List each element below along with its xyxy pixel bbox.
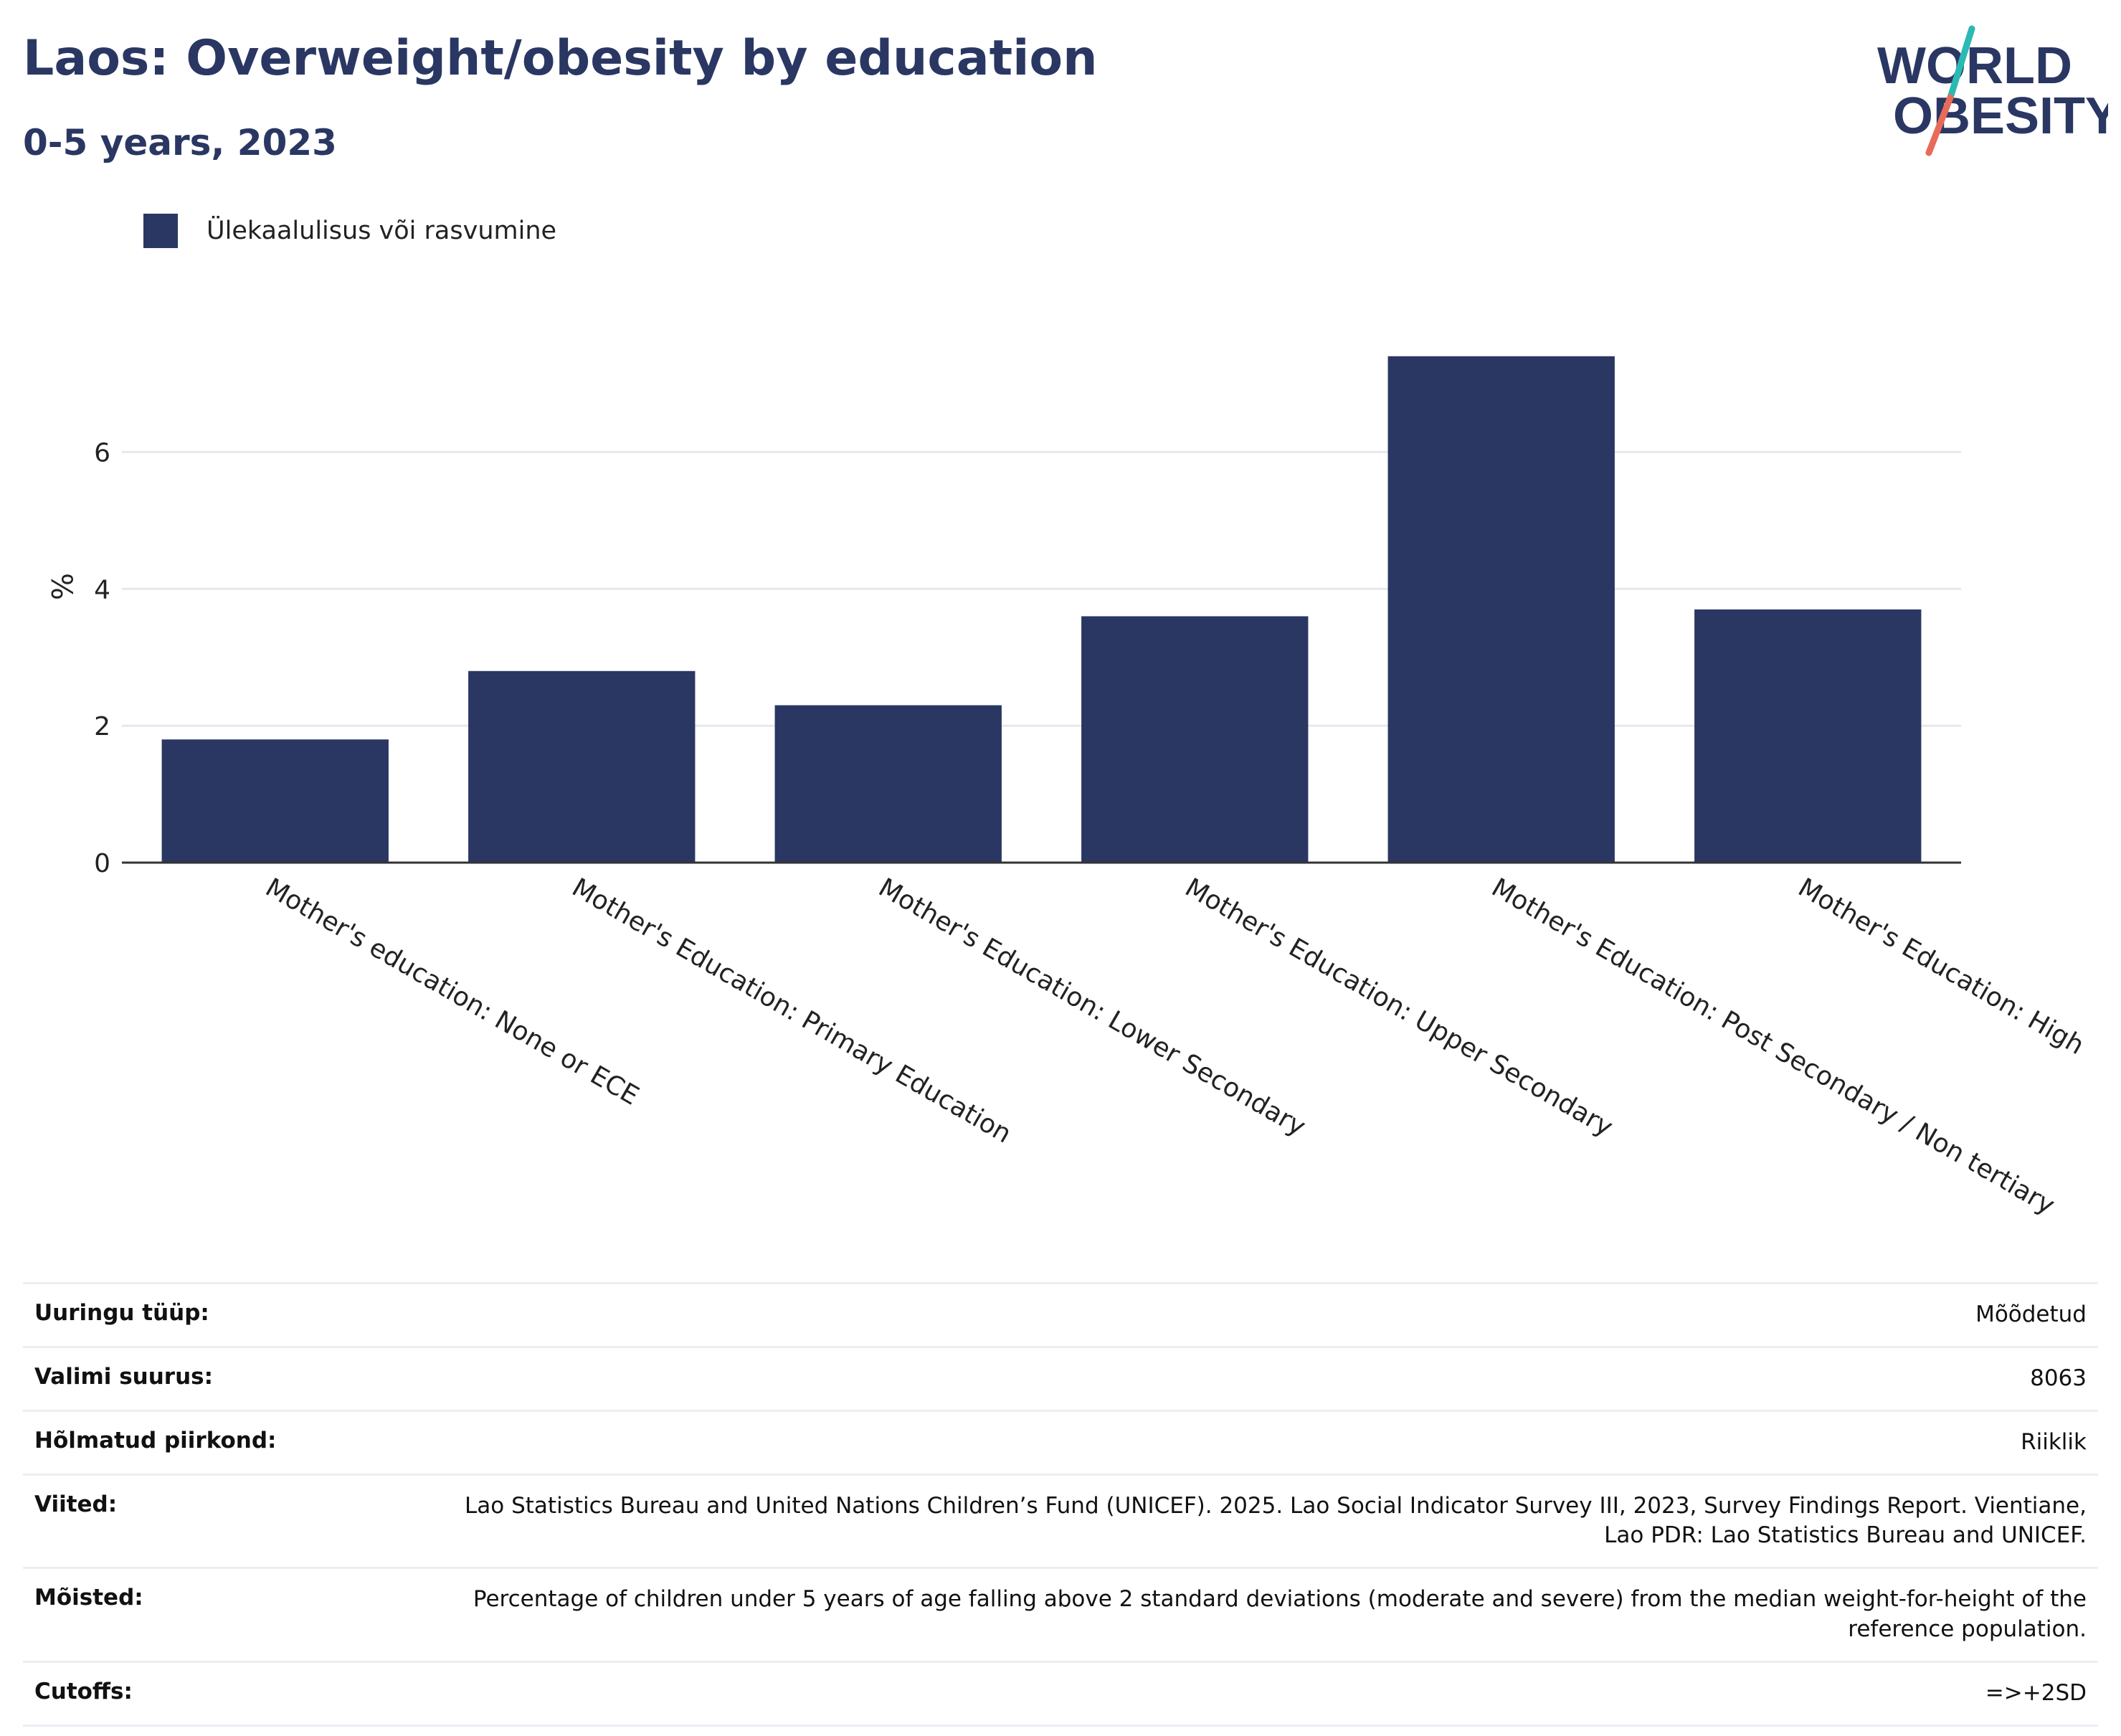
logo-slash-bottom bbox=[1925, 94, 1954, 156]
info-key: Cutoffs: bbox=[34, 1678, 133, 1704]
info-key: Hõlmatud piirkond: bbox=[34, 1427, 277, 1453]
y-tick-label: 4 bbox=[94, 575, 110, 604]
bar[interactable] bbox=[1387, 356, 1615, 863]
info-row: Hõlmatud piirkond: Riiklik bbox=[23, 1409, 2098, 1474]
chart-title: Laos: Overweight/obesity by education bbox=[23, 30, 1098, 87]
info-key: Mõisted: bbox=[34, 1585, 143, 1611]
y-tick-labels: 0 2 4 6 bbox=[94, 438, 110, 878]
info-row: Cutoffs: =>+2SD bbox=[23, 1660, 2098, 1727]
info-value: Mõõdetud bbox=[1975, 1301, 2087, 1327]
bar[interactable] bbox=[1694, 609, 1922, 863]
logo-line1: WORLD bbox=[1877, 37, 2072, 95]
info-key: Valimi suurus: bbox=[34, 1363, 213, 1390]
y-tick-label: 0 bbox=[94, 849, 110, 878]
legend-swatch bbox=[143, 214, 178, 248]
chart-legend[interactable]: Ülekaalulisus või rasvumine bbox=[143, 214, 556, 248]
info-value: Percentage of children under 5 years of … bbox=[473, 1586, 2087, 1643]
info-value: 8063 bbox=[2030, 1365, 2087, 1391]
info-row: Viited: Lao Statistics Bureau and United … bbox=[23, 1473, 2098, 1567]
grid-lines bbox=[122, 450, 1961, 727]
bar-chart: 0 2 4 6 Mother's education: None or ECEMoth… bbox=[44, 356, 2089, 1220]
chart-subtitle: 0-5 years, 2023 bbox=[23, 122, 337, 163]
info-key: Uuringu tüüp: bbox=[34, 1300, 209, 1326]
info-value: =>+2SD bbox=[1985, 1679, 2087, 1706]
world-obesity-logo: WORLD OBESITY bbox=[1877, 25, 2108, 156]
logo-slash-top bbox=[1947, 25, 1975, 101]
y-tick-label: 6 bbox=[94, 438, 110, 468]
legend-label: Ülekaalulisus või rasvumine bbox=[207, 217, 557, 245]
survey-info-table: Uuringu tüüp: Mõõdetud Valimi suurus: 8063 H… bbox=[23, 1282, 2098, 1727]
bar[interactable] bbox=[1081, 616, 1309, 863]
info-row: Valimi suurus: 8063 bbox=[23, 1345, 2098, 1410]
x-tick-label: Mother's Education: Post Secondary / Non… bbox=[1486, 873, 2059, 1220]
bar[interactable] bbox=[161, 739, 389, 863]
logo-line2: OBESITY bbox=[1893, 87, 2108, 145]
bar[interactable] bbox=[468, 670, 696, 863]
x-tick-labels: Mother's education: None or ECEMother's … bbox=[260, 873, 2089, 1220]
info-row: Mõisted: Percentage of children under 5 y… bbox=[23, 1567, 2098, 1661]
info-row: Uuringu tüüp: Mõõdetud bbox=[23, 1282, 2098, 1346]
info-value: Lao Statistics Bureau and United Nations… bbox=[465, 1492, 2087, 1549]
bars bbox=[161, 356, 1922, 863]
bar[interactable] bbox=[774, 705, 1002, 863]
x-tick-label: Mother's Education: High bbox=[1793, 873, 2089, 1061]
y-tick-label: 2 bbox=[94, 712, 110, 741]
y-axis-label: % bbox=[44, 573, 77, 600]
info-key: Viited: bbox=[34, 1491, 118, 1517]
info-value: Riiklik bbox=[2021, 1428, 2087, 1455]
